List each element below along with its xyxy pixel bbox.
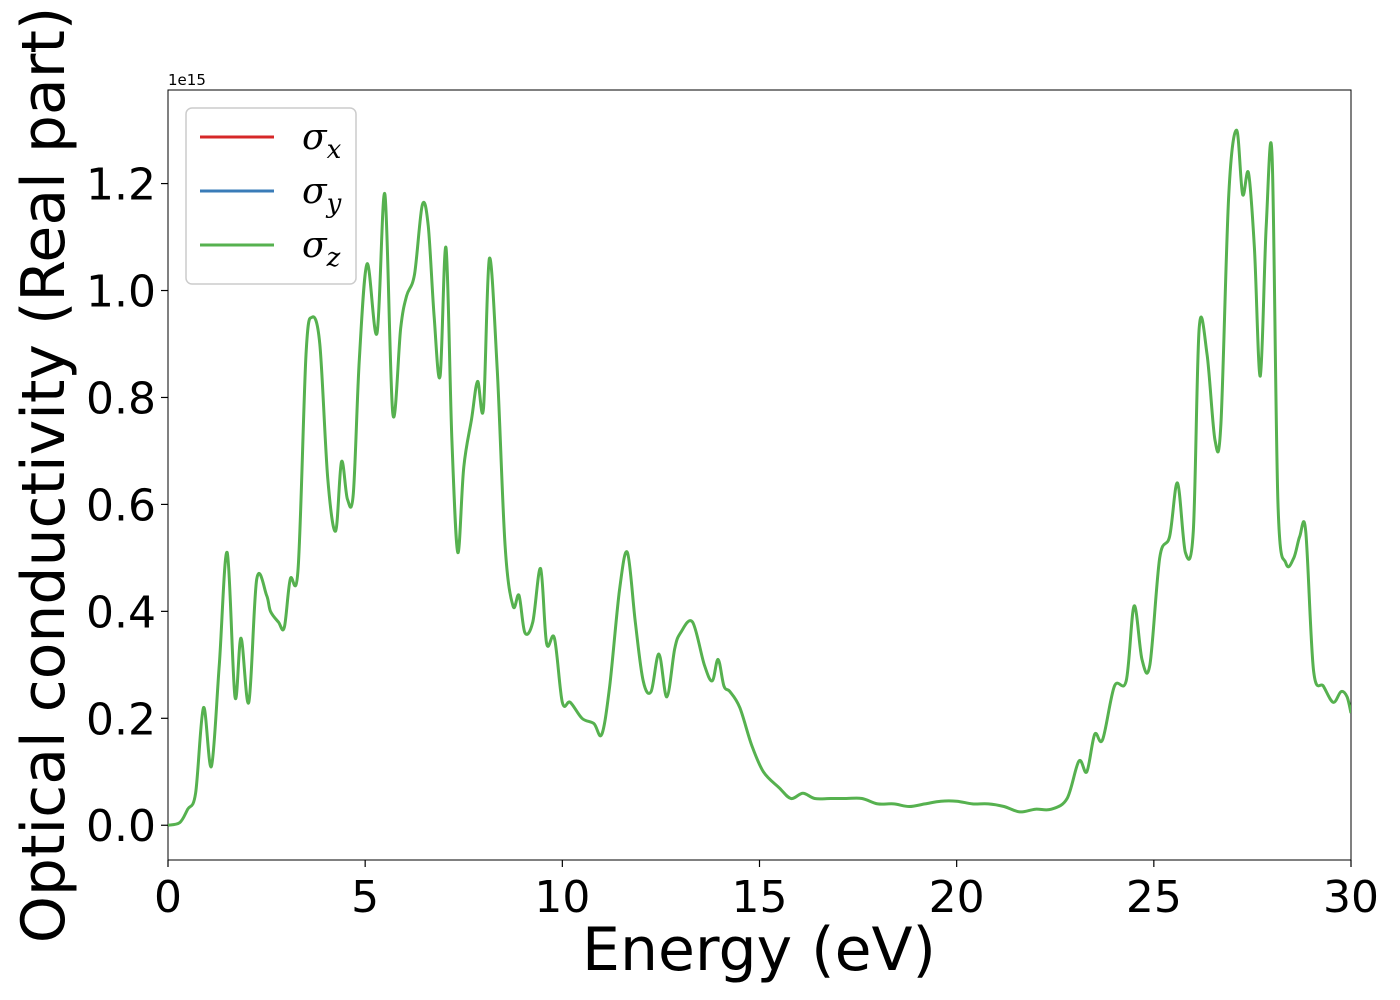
x-tick-label: 0 bbox=[154, 872, 182, 923]
legend-symbol: σ bbox=[302, 171, 328, 212]
y-tick-label: 0.2 bbox=[86, 694, 156, 745]
legend-subscript: y bbox=[326, 189, 342, 219]
y-tick-label: 1.0 bbox=[86, 267, 156, 318]
x-tick-label: 25 bbox=[1126, 872, 1182, 923]
y-tick-label: 0.6 bbox=[86, 480, 156, 531]
legend-subscript: x bbox=[327, 135, 342, 165]
x-tick-label: 30 bbox=[1323, 872, 1379, 923]
series-layer bbox=[168, 128, 1351, 827]
y-tick-label: 0.8 bbox=[86, 373, 156, 424]
legend-box bbox=[185, 107, 357, 285]
y-axis-ticks: 0.0 0.2 0.4 0.6 0.8 1.0 1.2 bbox=[86, 160, 168, 852]
x-tick-label: 15 bbox=[732, 872, 788, 923]
x-tick-label: 10 bbox=[534, 872, 590, 923]
legend-symbol: σ bbox=[302, 117, 328, 158]
x-axis-ticks: 0 5 10 15 20 25 30 bbox=[154, 860, 1379, 923]
legend-label-x: σx bbox=[302, 117, 342, 165]
x-tick-label: 5 bbox=[351, 872, 379, 923]
y-offset-label: 1e15 bbox=[168, 71, 206, 89]
y-tick-label: 0.4 bbox=[86, 587, 156, 638]
legend-symbol: σ bbox=[302, 225, 328, 266]
y-axis-label: Optical conductivity (Real part) bbox=[9, 7, 79, 944]
legend-subscript: z bbox=[326, 243, 341, 273]
series-line-0 bbox=[168, 128, 1351, 827]
legend-label-y: σy bbox=[302, 171, 342, 219]
y-tick-label: 1.2 bbox=[86, 160, 156, 211]
x-axis-label: Energy (eV) bbox=[582, 915, 936, 985]
x-tick-label: 20 bbox=[929, 872, 985, 923]
y-tick-label: 0.0 bbox=[86, 801, 156, 852]
legend-label-z: σz bbox=[302, 225, 341, 273]
